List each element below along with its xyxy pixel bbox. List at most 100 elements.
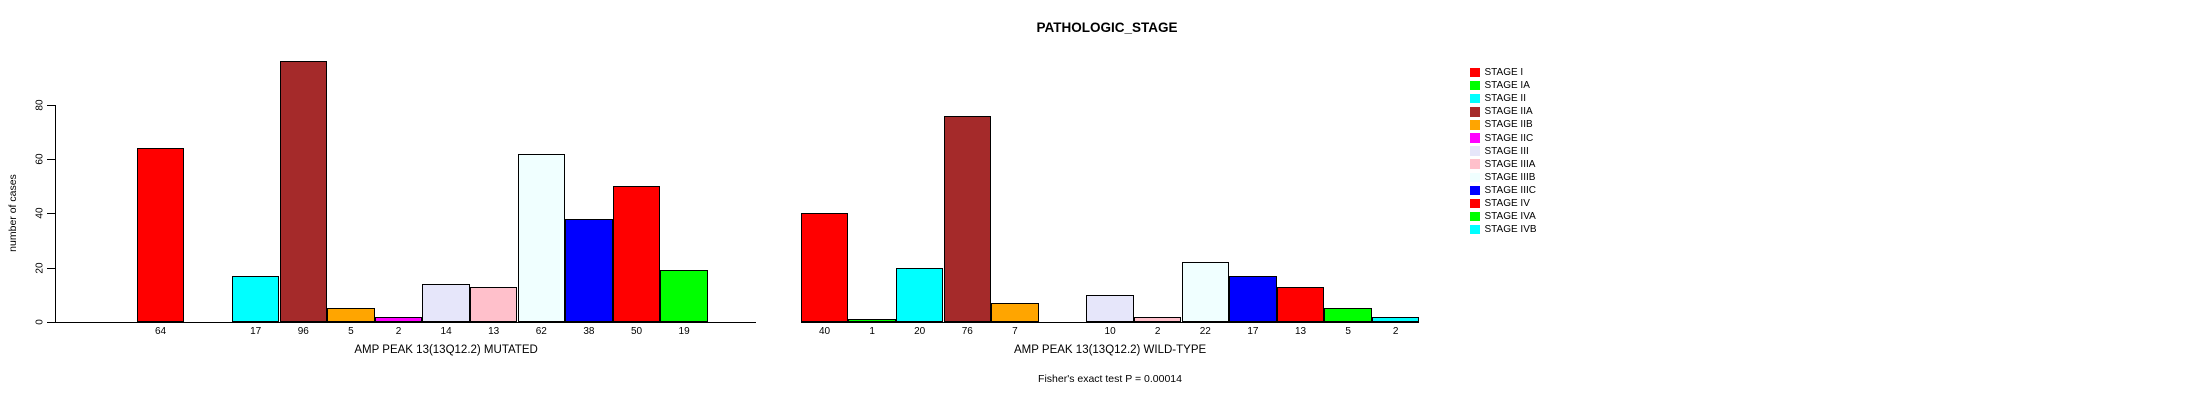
bar-stage-i (136, 148, 185, 322)
x-axis-title: AMP PEAK 13(13Q12.2) MUTATED (354, 344, 538, 356)
bar-stage-i (800, 213, 849, 322)
legend-color-swatch (1470, 211, 1480, 222)
legend-item-label: STAGE IV (1484, 197, 1530, 209)
legend: STAGE I STAGE IA STAGE II STAGE IIA STAGE II… (1470, 66, 1537, 236)
bar-value-label: 1 (869, 326, 875, 337)
legend-item: STAGE IIIA (1470, 158, 1537, 171)
legend-item: STAGE III (1470, 145, 1537, 158)
y-axis-tick-label: 0 (34, 319, 46, 325)
legend-item: STAGE IIIC (1470, 184, 1537, 197)
bar-value-label: 19 (678, 326, 690, 337)
legend-item-label: STAGE I (1484, 67, 1524, 79)
bar-value-label: 64 (154, 326, 167, 337)
bar-stage-iiia (469, 286, 518, 322)
bar-value-label: 2 (1392, 326, 1399, 337)
legend-item: STAGE IIA (1470, 105, 1537, 118)
y-axis-label: number of cases (7, 174, 19, 252)
y-axis-tick-label: 40 (34, 207, 46, 219)
bar-stage-iia (943, 115, 992, 322)
bar-value-label: 13 (1294, 326, 1307, 337)
y-axis-tick-label: 60 (34, 153, 46, 165)
bar-stage-iv (612, 186, 661, 322)
bar-value-label: 7 (1012, 326, 1018, 337)
bar-value-label: 17 (1247, 326, 1259, 337)
legend-item-label: STAGE IIA (1484, 106, 1533, 118)
legend-color-swatch (1470, 80, 1480, 91)
bar-value-label: 14 (440, 326, 452, 337)
bar-value-label: 22 (1199, 326, 1211, 337)
bar-value-label: 50 (630, 326, 643, 337)
legend-item-label: STAGE IIIA (1484, 158, 1536, 170)
legend-color-swatch (1470, 185, 1480, 196)
bar-stage-iib (991, 303, 1039, 322)
legend-item: STAGE IIC (1470, 131, 1537, 144)
legend-color-swatch (1470, 120, 1480, 130)
bar-value-label: 40 (818, 326, 831, 337)
legend-item-label: STAGE II (1484, 93, 1527, 105)
x-axis-line (800, 322, 1420, 323)
legend-color-swatch (1470, 159, 1480, 169)
y-axis-line (55, 104, 56, 322)
x-axis-line (55, 322, 756, 323)
bar-value-label: 13 (488, 326, 500, 337)
bar-stage-iiic (565, 218, 613, 322)
legend-item: STAGE IVB (1470, 223, 1537, 236)
bar-value-label: 5 (348, 326, 354, 337)
fisher-exact-test-note: Fisher's exact test P = 0.00014 (1038, 373, 1182, 385)
legend-item: STAGE IA (1470, 79, 1537, 92)
bar-value-label: 38 (583, 326, 595, 337)
legend-item-label: STAGE IIB (1484, 119, 1533, 131)
legend-color-swatch (1470, 107, 1480, 117)
legend-item: STAGE I (1470, 66, 1537, 79)
bar-value-label: 5 (1345, 326, 1351, 337)
bar-value-label: 76 (961, 326, 973, 337)
bar-stage-iva (1324, 308, 1372, 322)
bar-value-label: 62 (535, 326, 547, 337)
legend-color-swatch (1470, 172, 1480, 183)
legend-color-swatch (1470, 198, 1480, 209)
bar-stage-ia (848, 319, 896, 322)
legend-color-swatch (1470, 224, 1480, 235)
legend-item-label: STAGE IA (1484, 80, 1530, 92)
y-axis-tick (47, 267, 55, 269)
legend-item-label: STAGE III (1484, 145, 1529, 157)
legend-item: STAGE II (1470, 92, 1537, 105)
legend-item-label: STAGE IIIC (1484, 184, 1537, 196)
bar-stage-iii (1086, 294, 1134, 322)
y-axis-tick (47, 322, 55, 323)
bar-value-label: 20 (914, 326, 926, 337)
legend-item: STAGE IIIB (1470, 171, 1537, 184)
y-axis-tick (47, 104, 55, 106)
y-axis-tick-label: 80 (34, 99, 46, 111)
legend-color-swatch (1470, 67, 1480, 78)
legend-item-label: STAGE IIC (1484, 132, 1534, 144)
legend-item: STAGE IIB (1470, 118, 1537, 131)
x-axis-title: AMP PEAK 13(13Q12.2) WILD-TYPE (1014, 344, 1207, 356)
legend-color-swatch (1470, 133, 1480, 143)
bar-stage-iiic (1229, 275, 1277, 322)
bar-stage-ii (231, 275, 280, 322)
bar-stage-ii (895, 267, 944, 322)
bar-value-label: 2 (395, 326, 402, 337)
bar-stage-iv (1276, 286, 1325, 322)
bar-stage-iiia (1133, 316, 1182, 322)
figure-title: PATHOLOGIC_STAGE (1036, 20, 1178, 35)
legend-color-swatch (1470, 93, 1480, 104)
bar-stage-iiib (1181, 262, 1230, 322)
bar-value-label: 2 (1154, 326, 1161, 337)
legend-color-swatch (1470, 146, 1480, 156)
bar-stage-iia (279, 61, 328, 322)
bar-stage-iib (327, 308, 375, 322)
bar-stage-iic (374, 316, 423, 322)
y-axis-tick (47, 159, 55, 160)
y-axis-tick (47, 213, 55, 215)
legend-item-label: STAGE IIIB (1484, 171, 1536, 183)
bar-stage-iii (422, 284, 470, 322)
legend-item-label: STAGE IVB (1484, 224, 1537, 236)
bar-stage-iiib (517, 153, 566, 322)
legend-item: STAGE IV (1470, 197, 1537, 210)
bar-value-label: 96 (297, 326, 309, 337)
bar-value-label: 17 (250, 326, 262, 337)
bar-value-label: 10 (1104, 326, 1116, 337)
